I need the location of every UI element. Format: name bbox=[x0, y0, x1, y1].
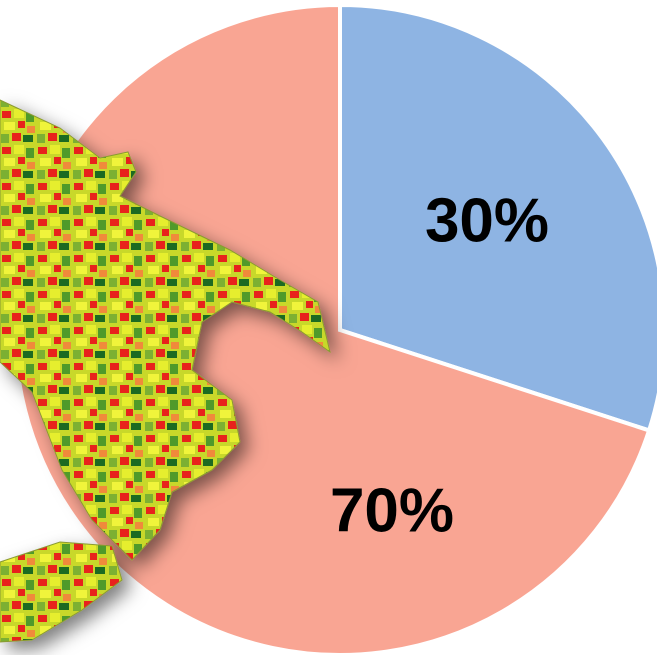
data-label: 30% bbox=[425, 186, 549, 255]
map-mainland bbox=[0, 99, 331, 561]
data-label: 70% bbox=[330, 476, 454, 545]
map-illustration bbox=[0, 99, 331, 643]
labels: 30% 70% bbox=[330, 186, 549, 545]
pie-slice bbox=[13, 2, 652, 655]
pie-slice bbox=[338, 2, 657, 433]
map-sicily bbox=[0, 541, 123, 643]
pie bbox=[13, 2, 657, 655]
